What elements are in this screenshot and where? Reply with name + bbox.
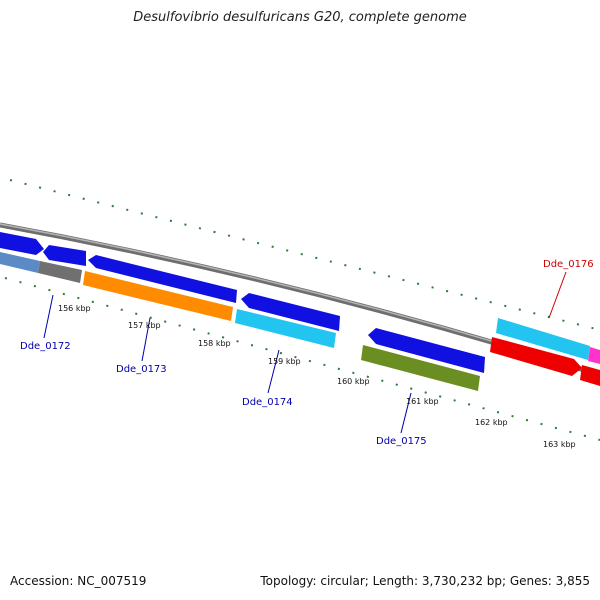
leader-line [548, 271, 567, 319]
inner-ruler [4, 277, 600, 441]
gene-arrow [368, 328, 485, 373]
gene-arrow [0, 232, 44, 255]
scale-label: 162 kbp [475, 418, 508, 427]
gene-arrow [496, 318, 590, 360]
leader-line [400, 392, 412, 434]
accession-text: Accession: NC_007519 [10, 574, 147, 588]
label-leaders [43, 271, 567, 434]
gene-arrow [490, 337, 582, 376]
gene-arrow [580, 365, 600, 386]
leader-line [141, 317, 151, 362]
gene-arrow [0, 252, 40, 273]
gene-arrow [43, 245, 86, 266]
gene-track-lower [0, 252, 600, 391]
gene-arrow [361, 345, 480, 391]
gene-label-dde-0176[interactable]: Dde_0176 [543, 259, 594, 270]
scale-label: 157 kbp [128, 321, 161, 330]
gene-arrow [241, 293, 340, 331]
gene-track-upper [0, 232, 600, 373]
gene-label-dde-0173[interactable]: Dde_0173 [116, 364, 167, 375]
map-title: Desulfovibrio desulfuricans G20, complet… [133, 10, 467, 25]
scale-label: 159 kbp [268, 357, 301, 366]
gene-label-dde-0175[interactable]: Dde_0175 [376, 436, 427, 447]
genome-summary-text: Topology: circular; Length: 3,730,232 bp… [260, 574, 590, 588]
scale-label: 161 kbp [406, 397, 439, 406]
scale-label: 156 kbp [58, 304, 91, 313]
gene-arrow [88, 255, 237, 303]
scale-label: 163 kbp [543, 440, 576, 449]
scale-label: 160 kbp [337, 377, 370, 386]
scale-label: 158 kbp [198, 339, 231, 348]
gene-labels: Dde_0172 Dde_0173 Dde_0174 Dde_0175 Dde_… [20, 259, 594, 447]
leader-line [267, 349, 280, 394]
gene-label-dde-0172[interactable]: Dde_0172 [20, 341, 71, 352]
gene-arrow [83, 271, 233, 321]
gene-arrow [38, 261, 82, 283]
gene-label-dde-0174[interactable]: Dde_0174 [242, 397, 293, 408]
gene-arrow [588, 347, 600, 364]
scale-labels: 156 kbp 157 kbp 158 kbp 159 kbp 160 kbp … [58, 304, 576, 449]
gene-arrow [235, 309, 336, 348]
leader-line [43, 294, 54, 339]
